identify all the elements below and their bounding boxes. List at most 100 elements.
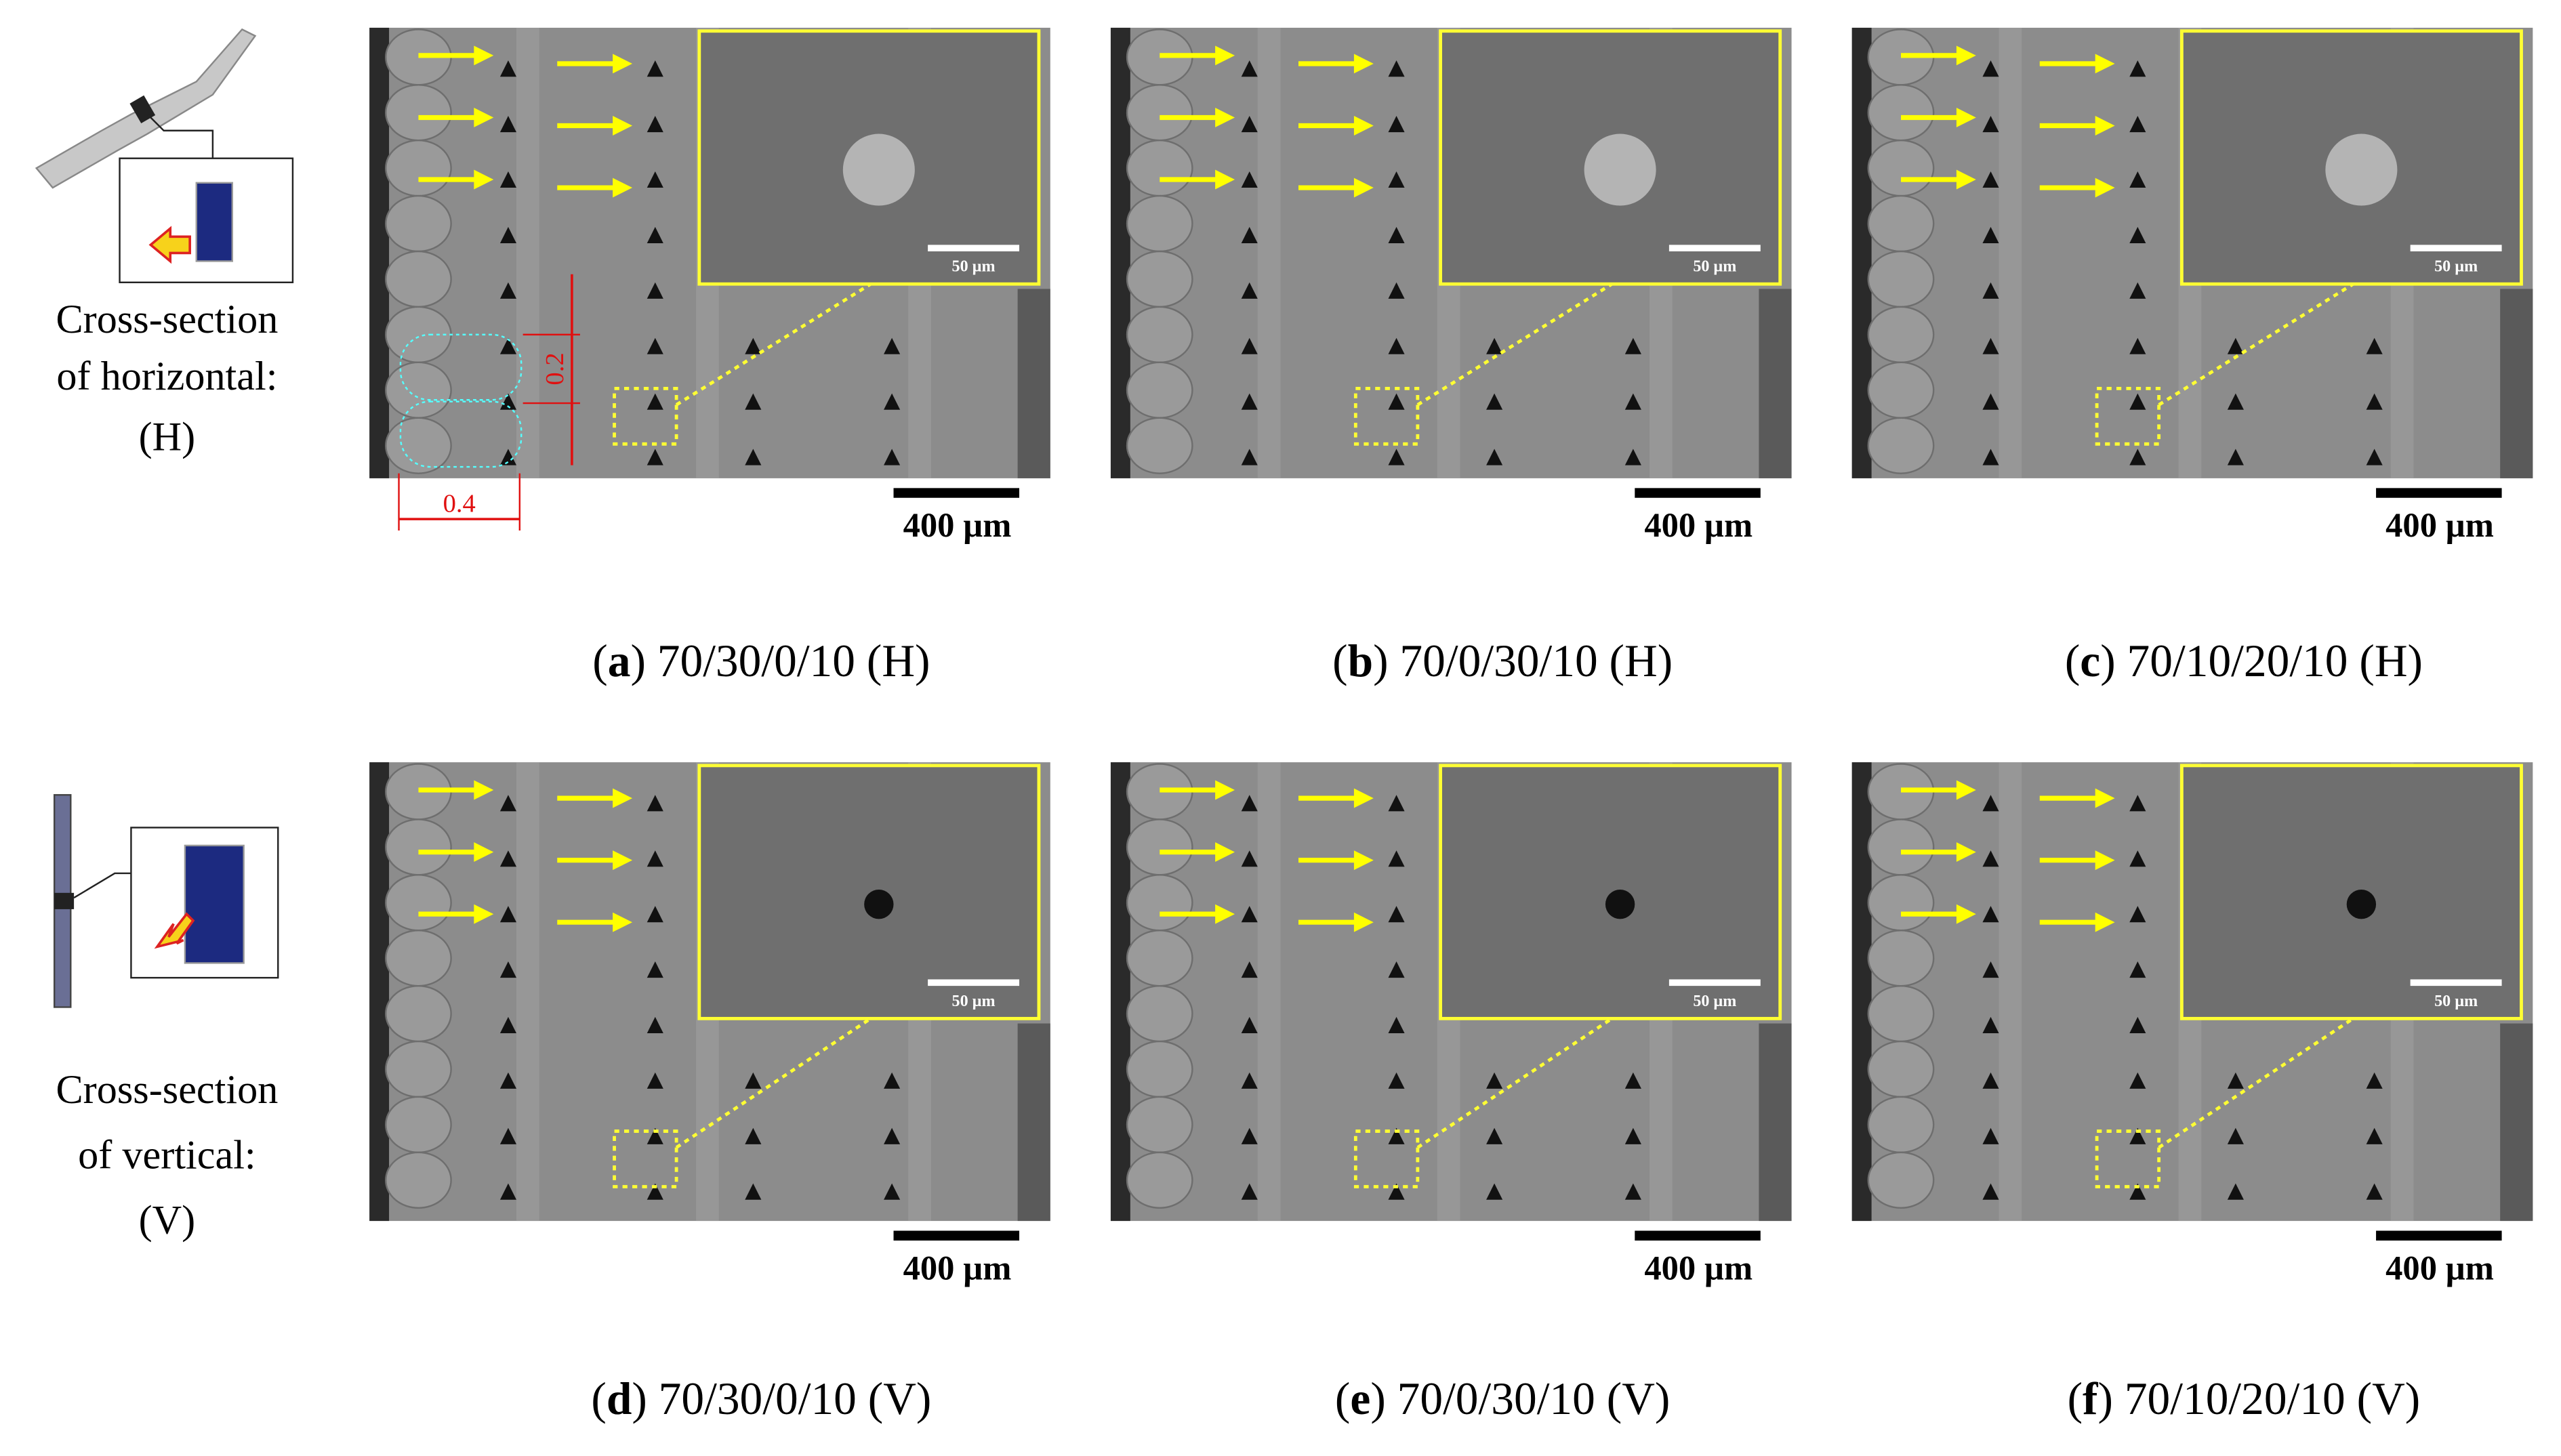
side-label: Cross-section	[56, 1067, 279, 1112]
bead	[1867, 1151, 1935, 1209]
yellow-arrowhead	[1215, 45, 1235, 66]
bead-outline	[399, 333, 523, 401]
pore	[2366, 1183, 2383, 1200]
bead	[1867, 139, 1935, 197]
pore	[1388, 1183, 1405, 1200]
arrow-icon	[148, 226, 191, 264]
pore	[1486, 1183, 1503, 1200]
pore	[1486, 1127, 1503, 1144]
pore	[1388, 795, 1405, 812]
yellow-arrowhead	[2095, 788, 2115, 808]
pore	[2366, 337, 2383, 354]
yellow-arrowhead	[1956, 904, 1976, 924]
pore	[1982, 1127, 1999, 1144]
bead	[1126, 306, 1193, 364]
yellow-arrowhead	[1956, 169, 1976, 190]
side-label: (H)	[139, 414, 196, 459]
right-background	[2500, 289, 2533, 478]
caption-part: e	[1350, 1373, 1370, 1424]
pore	[1241, 1016, 1258, 1034]
yellow-arrowhead	[474, 169, 494, 190]
pore	[647, 1127, 663, 1144]
yellow-arrowhead	[1353, 912, 1374, 932]
pore	[1388, 1016, 1405, 1034]
pore	[1241, 393, 1258, 410]
pore	[647, 1016, 663, 1034]
pore	[647, 1183, 663, 1200]
pore	[745, 1183, 762, 1200]
pore	[1486, 449, 1503, 465]
pore	[2129, 337, 2146, 354]
pore	[1982, 393, 1999, 410]
pore	[1982, 1183, 1999, 1200]
bead-outline	[399, 400, 523, 468]
pore	[2129, 171, 2146, 188]
right-background	[1759, 1023, 1792, 1222]
pore	[2129, 226, 2146, 243]
pore	[1624, 449, 1641, 465]
caption-part: f	[2083, 1373, 2099, 1424]
pore	[745, 1072, 762, 1089]
pore	[2227, 337, 2244, 354]
pore	[499, 393, 516, 410]
inset-pore	[1584, 133, 1656, 206]
caption-part: (	[2065, 636, 2080, 686]
side-label: Cross-section	[56, 297, 279, 342]
yellow-arrowhead	[1215, 904, 1235, 924]
pore	[647, 171, 663, 188]
caption-part: ) 70/30/0/10 (V)	[632, 1373, 931, 1424]
zoom-line	[675, 283, 872, 407]
pore	[884, 449, 901, 465]
bead	[385, 84, 452, 142]
pore	[2129, 1127, 2146, 1144]
bead	[1126, 84, 1193, 142]
pore	[1241, 171, 1258, 188]
pore	[1982, 449, 1999, 465]
pore	[1624, 1072, 1641, 1089]
strand-line	[1999, 762, 2022, 1222]
pore	[1982, 961, 1999, 978]
pore	[2129, 449, 2146, 465]
micrograph-edge	[1110, 27, 1130, 478]
pore	[2366, 1072, 2383, 1089]
micrograph-edge	[369, 27, 390, 478]
panel-caption: (f) 70/10/20/10 (V)	[2068, 1373, 2421, 1424]
pore	[2227, 1183, 2244, 1200]
pore	[647, 795, 663, 812]
bead	[385, 194, 452, 253]
pore	[1388, 1127, 1405, 1144]
strand-line	[1257, 27, 1281, 478]
pore	[499, 226, 516, 243]
yellow-arrowhead	[1956, 45, 1976, 66]
pore	[1624, 337, 1641, 354]
bead	[385, 139, 452, 197]
pore	[647, 282, 663, 299]
pore	[499, 282, 516, 299]
dimension-label: 0.4	[443, 490, 476, 518]
pore	[647, 393, 663, 410]
pore	[1982, 282, 1999, 299]
bead	[385, 1040, 452, 1098]
scale-label: 400 µm	[2385, 506, 2494, 544]
caption-part: c	[2080, 636, 2100, 686]
pore	[499, 1127, 516, 1144]
yellow-arrowhead	[1956, 842, 1976, 862]
scale-label: 400 µm	[1644, 1249, 1753, 1287]
pore	[2129, 282, 2146, 299]
pore	[745, 449, 762, 465]
zoom-line	[1416, 283, 1613, 407]
panel-caption: (c) 70/10/20/10 (H)	[2065, 636, 2423, 686]
bead	[385, 1096, 452, 1154]
side-label: (V)	[139, 1198, 196, 1243]
pore	[2129, 1072, 2146, 1089]
caption-part: (	[591, 1373, 606, 1424]
side-label: of vertical:	[78, 1132, 256, 1178]
pore	[499, 1183, 516, 1200]
yellow-arrowhead	[2095, 912, 2115, 932]
yellow-arrowhead	[1353, 54, 1374, 74]
pore	[647, 961, 663, 978]
bead	[1867, 984, 1935, 1043]
yellow-arrowhead	[613, 178, 633, 198]
pore	[2129, 1183, 2146, 1200]
